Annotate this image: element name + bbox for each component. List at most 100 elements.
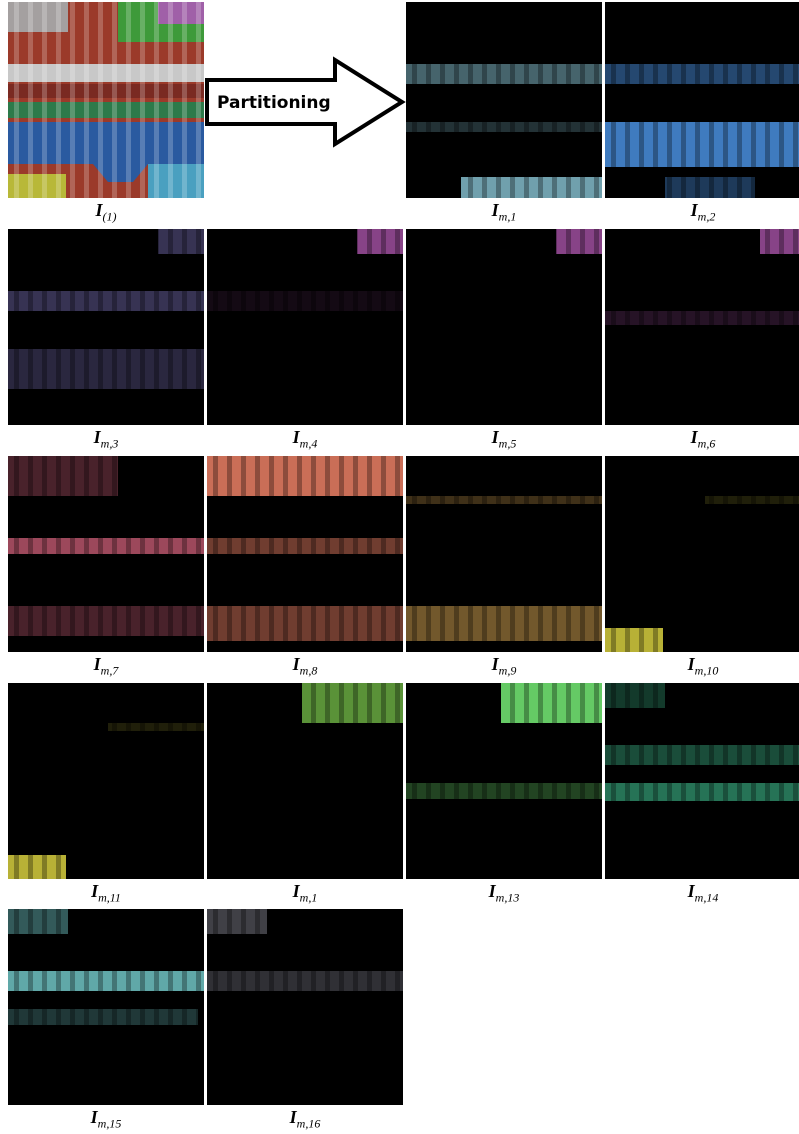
- stripe: [168, 456, 173, 652]
- stripe: [793, 456, 798, 652]
- stripe: [196, 909, 201, 1105]
- stripe: [227, 229, 232, 425]
- stripe: [367, 229, 372, 425]
- stripe: [653, 456, 658, 652]
- label-subscript: m,1: [300, 891, 318, 905]
- stripe: [84, 909, 89, 1105]
- partition-image: [605, 683, 799, 879]
- label-symbol: I: [293, 881, 300, 901]
- stripe: [311, 909, 316, 1105]
- partition-image: [406, 683, 602, 879]
- stripe: [737, 2, 742, 198]
- stripe: [468, 683, 473, 879]
- stripe: [311, 683, 316, 879]
- stripe: [56, 229, 61, 425]
- panel-background: [8, 683, 204, 879]
- stripe: [468, 229, 473, 425]
- stripe: [182, 2, 187, 198]
- stripe: [611, 2, 616, 198]
- stripe: [112, 229, 117, 425]
- stripe: [213, 456, 218, 652]
- stripe: [653, 683, 658, 879]
- stripe: [510, 2, 515, 198]
- stripe: [709, 456, 714, 652]
- stripe: [765, 229, 770, 425]
- stripe: [681, 456, 686, 652]
- stripe: [709, 2, 714, 198]
- partition-image: [8, 229, 204, 425]
- stripe: [283, 909, 288, 1105]
- stripe: [196, 229, 201, 425]
- stripe: [765, 456, 770, 652]
- stripe: [412, 229, 417, 425]
- partition-image: [207, 909, 403, 1105]
- region: [207, 606, 403, 641]
- stripe: [297, 683, 302, 879]
- label-symbol: I: [94, 427, 101, 447]
- stripe: [510, 683, 515, 879]
- stripe: [695, 683, 700, 879]
- stripe: [154, 2, 159, 198]
- panel-label: Im,5: [406, 427, 602, 452]
- stripe: [98, 909, 103, 1105]
- stripe: [241, 456, 246, 652]
- region: [8, 971, 204, 991]
- stripe: [154, 229, 159, 425]
- stripe: [168, 2, 173, 198]
- stripe: [566, 456, 571, 652]
- partition-image: [605, 456, 799, 652]
- stripe: [112, 909, 117, 1105]
- stripe: [468, 2, 473, 198]
- stripe: [611, 229, 616, 425]
- partition-image: [207, 456, 403, 652]
- stripe: [426, 2, 431, 198]
- stripe: [667, 229, 672, 425]
- stripe: [737, 229, 742, 425]
- stripe: [56, 683, 61, 879]
- label-symbol: I: [290, 1107, 297, 1127]
- panel-background: [207, 229, 403, 425]
- stripe: [552, 683, 557, 879]
- label-subscript: m,9: [499, 664, 517, 678]
- stripe: [639, 229, 644, 425]
- stripe: [779, 229, 784, 425]
- stripe: [112, 2, 117, 198]
- stripe: [611, 683, 616, 879]
- region: [406, 783, 602, 799]
- stripe: [140, 456, 145, 652]
- stripe: [283, 229, 288, 425]
- region: [406, 496, 602, 504]
- region: [406, 64, 602, 84]
- stripe: [681, 683, 686, 879]
- stripe: [440, 456, 445, 652]
- panel-background: [406, 2, 602, 198]
- stripe: [269, 683, 274, 879]
- stripe: [538, 229, 543, 425]
- partition-image: [406, 229, 602, 425]
- label-symbol: I: [95, 200, 102, 220]
- stripe: [381, 683, 386, 879]
- stripe: [283, 456, 288, 652]
- region: [8, 102, 204, 118]
- panel-label: Im,6: [605, 427, 799, 452]
- partition-image: [406, 456, 602, 652]
- stripe: [454, 229, 459, 425]
- stripe: [325, 683, 330, 879]
- partition-image: [406, 2, 602, 198]
- stripe: [723, 2, 728, 198]
- stripe: [639, 456, 644, 652]
- stripe: [367, 909, 372, 1105]
- stripe: [510, 456, 515, 652]
- panel-label: Im,1: [406, 200, 602, 225]
- stripe: [255, 229, 260, 425]
- stripe: [381, 229, 386, 425]
- stripe: [381, 909, 386, 1105]
- stripe: [269, 909, 274, 1105]
- stripe: [524, 2, 529, 198]
- stripe: [510, 229, 515, 425]
- label-subscript: m,14: [695, 891, 719, 905]
- stripe: [426, 229, 431, 425]
- label-symbol: I: [691, 427, 698, 447]
- partition-image: [8, 683, 204, 879]
- label-symbol: I: [293, 427, 300, 447]
